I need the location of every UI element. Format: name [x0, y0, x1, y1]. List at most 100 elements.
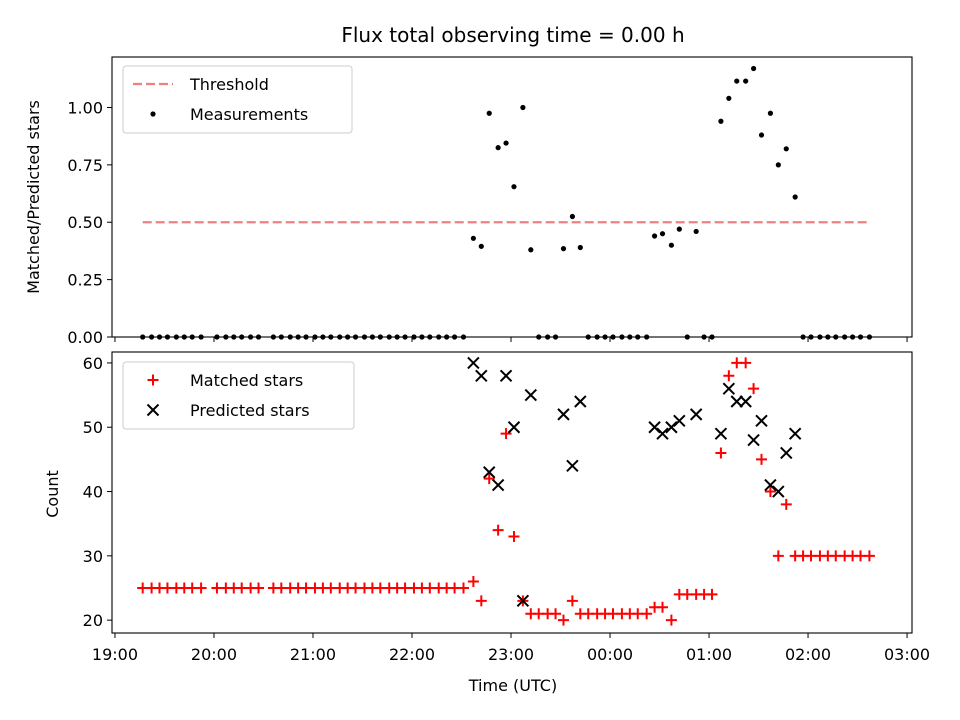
top-ytick-label: 0.00: [67, 328, 103, 347]
top-legend-label: Measurements: [190, 105, 308, 124]
top-dot-point: [783, 146, 789, 152]
bottom-xtick-label: 19:00: [92, 645, 138, 664]
bottom-x-point: [566, 459, 579, 473]
bottom-x-point: [780, 446, 793, 460]
top-dot-point: [775, 162, 781, 168]
bottom-ytick-label: 40: [83, 483, 103, 502]
bottom-x-point: [648, 421, 661, 434]
bottom-axes-frame: [111, 351, 913, 634]
top-dot-point: [569, 213, 575, 220]
bottom-plus-point: [772, 550, 784, 562]
bottom-x-point: [516, 594, 530, 608]
bottom-plus-point: [475, 595, 487, 607]
top-dot-point: [503, 140, 509, 146]
bottom-plus-point: [483, 473, 495, 485]
bottom-y-axis-label: Count: [43, 470, 62, 518]
top-dot-point: [470, 235, 476, 241]
bottom-ytick-label: 60: [83, 354, 103, 373]
bottom-xtick-label: 20:00: [191, 645, 237, 664]
bottom-xtick-label: 00:00: [587, 645, 633, 664]
top-dot-point: [520, 104, 526, 111]
bottom-plus-point: [550, 608, 562, 620]
bottom-plus-point: [656, 601, 668, 613]
top-dot-point: [750, 65, 757, 72]
bottom-xtick-label: 22:00: [389, 645, 435, 664]
x-axis-label: Time (UTC): [468, 676, 557, 695]
bottom-plus-point: [715, 447, 727, 459]
top-ytick-label: 0.50: [67, 213, 103, 232]
bottom-x-point: [557, 408, 570, 421]
bottom-x-point: [722, 382, 736, 395]
top-dot-point: [693, 228, 699, 235]
top-dot-point: [659, 231, 666, 237]
top-ytick-label: 0.25: [67, 271, 103, 290]
top-dot-point: [486, 110, 492, 116]
bottom-plus-point: [641, 608, 653, 620]
bottom-plus-point: [748, 383, 760, 395]
bottom-plus-point: [756, 453, 768, 465]
bottom-xtick-label: 23:00: [488, 645, 534, 664]
bottom-plus-point: [706, 588, 718, 600]
bottom-legend-label: Predicted stars: [190, 401, 310, 420]
top-y-axis-label: Matched/Predicted stars: [24, 100, 43, 294]
top-dot-point: [495, 145, 501, 151]
top-panel: 0.00 0.25 0.50 0.75 1.00 Threshold Measurement…: [67, 56, 913, 347]
top-dot-point: [734, 78, 740, 84]
bottom-plus-point: [723, 370, 735, 382]
bottom-panel: 20 30 40 50 60 19:00 20:00 21:00 22:00 23:00 00:00…: [83, 351, 930, 664]
bottom-plus-point: [557, 614, 569, 626]
chart-title: Flux total observing time = 0.00 h: [341, 23, 684, 47]
top-dot-point: [743, 78, 749, 84]
bottom-legend-box: [122, 361, 355, 430]
top-legend-label: Threshold: [189, 75, 269, 94]
bottom-x-point: [689, 408, 703, 421]
bottom-x-point: [491, 478, 505, 492]
bottom-x-point: [730, 395, 743, 408]
bottom-plus-point: [457, 582, 469, 594]
top-dot-point: [767, 110, 774, 116]
bottom-x-point: [764, 478, 777, 492]
bottom-legend-label: Matched stars: [190, 371, 303, 390]
top-legend-dot-swatch: [150, 111, 156, 117]
top-ytick-label: 0.75: [67, 156, 103, 175]
top-ytick-label: 1.00: [67, 98, 103, 117]
bottom-x-point: [524, 388, 538, 402]
bottom-x-point: [656, 427, 669, 440]
bottom-x-point: [673, 414, 686, 428]
top-dot-point: [676, 226, 682, 232]
bottom-plus-point: [740, 357, 752, 369]
top-dot-point: [511, 184, 517, 190]
bottom-x-point: [788, 427, 802, 440]
top-legend-box: [122, 65, 353, 134]
bottom-plus-point: [492, 524, 504, 536]
bottom-x-point: [467, 356, 480, 370]
bottom-xtick-label: 01:00: [686, 645, 732, 664]
bottom-x-point: [714, 427, 728, 440]
top-dot-point: [651, 233, 658, 239]
top-dot-point: [668, 242, 675, 248]
bottom-x-point: [739, 395, 752, 408]
top-dot-point: [577, 244, 583, 251]
bottom-ytick-label: 50: [83, 418, 103, 437]
bottom-x-point: [499, 369, 513, 382]
bottom-x-point: [483, 466, 496, 479]
bottom-plus-point: [195, 582, 207, 594]
bottom-x-point: [772, 485, 785, 498]
bottom-ytick-label: 20: [83, 611, 103, 630]
bottom-xtick-label: 21:00: [290, 645, 336, 664]
bottom-plus-point: [500, 428, 512, 440]
bottom-plus-point: [764, 486, 776, 498]
bottom-x-point: [475, 369, 488, 382]
bottom-plus-point: [467, 576, 479, 588]
bottom-plus-point: [253, 582, 265, 594]
bottom-plus-point: [665, 614, 677, 626]
bottom-xtick-label: 03:00: [884, 645, 930, 664]
top-dot-point: [718, 118, 724, 124]
bottom-x-point: [574, 395, 587, 408]
top-dot-point: [792, 194, 798, 200]
bottom-ytick-label: 30: [83, 547, 103, 566]
top-dot-point: [528, 247, 534, 253]
top-axes-frame: [111, 56, 913, 338]
bottom-xtick-label: 02:00: [785, 645, 831, 664]
